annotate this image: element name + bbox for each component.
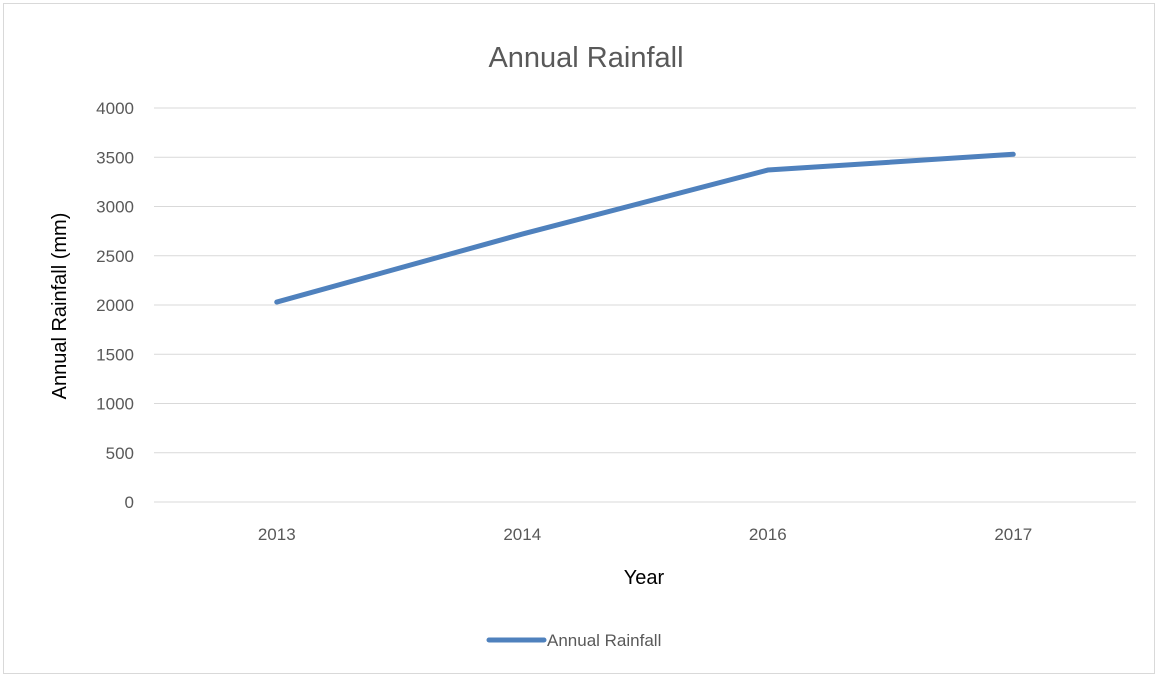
y-tick-label: 3000: [96, 198, 134, 217]
y-axis-title: Annual Rainfall (mm): [49, 213, 71, 400]
x-tick-label: 2016: [749, 525, 787, 544]
chart-title: Annual Rainfall: [488, 42, 683, 74]
x-tick-label: 2014: [503, 525, 541, 544]
y-tick-label: 2500: [96, 247, 134, 266]
y-tick-label: 3500: [96, 148, 134, 167]
y-tick-label: 1500: [96, 345, 134, 364]
x-axis-ticks: 2013 2014 2016 2017: [258, 525, 1032, 544]
y-tick-label: 2000: [96, 296, 134, 315]
x-axis-title: Year: [624, 567, 665, 589]
x-tick-label: 2013: [258, 525, 296, 544]
legend: Annual Rainfall: [486, 631, 661, 650]
y-tick-label: 1000: [96, 395, 134, 414]
y-axis-ticks: 0 500 1000 1500 2000 2500 3000 3500 4000: [96, 99, 134, 512]
chart-area: Annual Rainfall 0 500 1000 1500 2000 2500 3000…: [3, 3, 1155, 674]
x-tick-label: 2017: [994, 525, 1032, 544]
y-tick-label: 4000: [96, 99, 134, 118]
legend-label: Annual Rainfall: [547, 631, 661, 650]
series-layer: [274, 151, 1016, 305]
line-chart: Annual Rainfall 0 500 1000 1500 2000 2500 3000…: [49, 42, 1136, 650]
gridlines: [154, 107, 1136, 454]
series-line: [274, 151, 1016, 305]
y-tick-label: 0: [125, 493, 134, 512]
y-tick-label: 500: [106, 444, 134, 463]
